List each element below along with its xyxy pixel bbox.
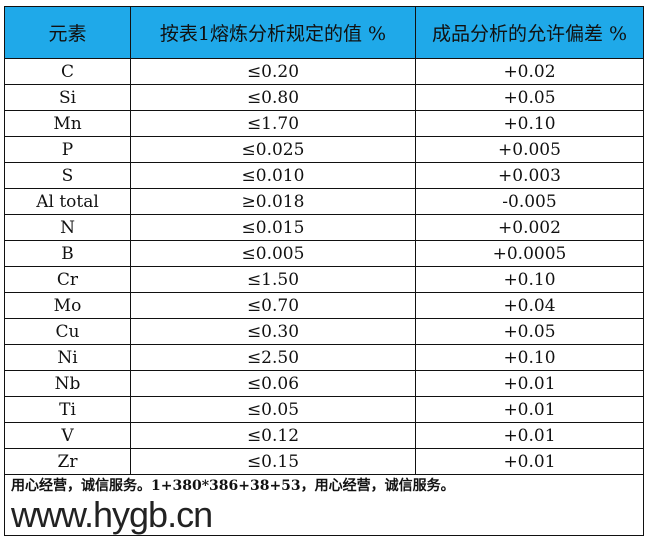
cell-tolerance: +0.04 — [415, 292, 644, 319]
header-melt-value: 按表1熔炼分析规定的值 % — [130, 6, 416, 59]
cell-tolerance: +0.01 — [415, 448, 644, 475]
cell-melt-value: ≤1.70 — [130, 110, 416, 137]
cell-element: Mo — [4, 292, 131, 319]
cell-melt-value: ≤0.70 — [130, 292, 416, 319]
element-tolerance-table: 元素 按表1熔炼分析规定的值 % 成品分析的允许偏差 % C ≤0.20 +0.02… — [4, 6, 644, 536]
cell-element: Ni — [4, 344, 131, 371]
cell-melt-value: ≤0.30 — [130, 318, 416, 345]
cell-tolerance: +0.01 — [415, 370, 644, 397]
table-row: Cr ≤1.50 +0.10 — [4, 266, 644, 293]
table-row: N ≤0.015 +0.002 — [4, 214, 644, 241]
cell-element: Si — [4, 84, 131, 111]
cell-element: N — [4, 214, 131, 241]
table-row: Zr ≤0.15 +0.01 — [4, 448, 644, 475]
header-tolerance: 成品分析的允许偏差 % — [415, 6, 644, 59]
cell-tolerance: +0.10 — [415, 344, 644, 371]
cell-tolerance: +0.05 — [415, 84, 644, 111]
cell-tolerance: -0.005 — [415, 188, 644, 215]
cell-element: Al total — [4, 188, 131, 215]
cell-melt-value: ≥0.018 — [130, 188, 416, 215]
cell-melt-value: ≤1.50 — [130, 266, 416, 293]
table-row: Ni ≤2.50 +0.10 — [4, 344, 644, 371]
cell-tolerance: +0.10 — [415, 266, 644, 293]
cell-tolerance: +0.05 — [415, 318, 644, 345]
cell-element: Cr — [4, 266, 131, 293]
watermark: www.hygb.cn — [11, 494, 213, 535]
cell-element: S — [4, 162, 131, 189]
header-row: 元素 按表1熔炼分析规定的值 % 成品分析的允许偏差 % — [4, 6, 644, 59]
table-row: Si ≤0.80 +0.05 — [4, 84, 644, 111]
cell-element: Ti — [4, 396, 131, 423]
cell-element: Cu — [4, 318, 131, 345]
cell-melt-value: ≤0.15 — [130, 448, 416, 475]
cell-element: Mn — [4, 110, 131, 137]
table-row: V ≤0.12 +0.01 — [4, 422, 644, 449]
cell-element: B — [4, 240, 131, 267]
cell-element: Nb — [4, 370, 131, 397]
table-row: Mn ≤1.70 +0.10 — [4, 110, 644, 137]
cell-tolerance: +0.003 — [415, 162, 644, 189]
cell-tolerance: +0.02 — [415, 58, 644, 85]
table-row: Ti ≤0.05 +0.01 — [4, 396, 644, 423]
cell-tolerance: +0.002 — [415, 214, 644, 241]
cell-tolerance: +0.0005 — [415, 240, 644, 267]
footer-cell: 用心经营，诚信服务。1+380*386+38+53，用心经营，诚信服务。 www… — [4, 474, 644, 536]
cell-melt-value: ≤0.12 — [130, 422, 416, 449]
cell-element: P — [4, 136, 131, 163]
footer-row: 用心经营，诚信服务。1+380*386+38+53，用心经营，诚信服务。 www… — [4, 474, 644, 536]
table-row: P ≤0.025 +0.005 — [4, 136, 644, 163]
cell-melt-value: ≤0.80 — [130, 84, 416, 111]
table-row: Nb ≤0.06 +0.01 — [4, 370, 644, 397]
cell-melt-value: ≤0.05 — [130, 396, 416, 423]
cell-element: C — [4, 58, 131, 85]
table-row: Mo ≤0.70 +0.04 — [4, 292, 644, 319]
footer-content: 用心经营，诚信服务。1+380*386+38+53，用心经营，诚信服务。 www… — [11, 475, 637, 535]
table-row: Al total ≥0.018 -0.005 — [4, 188, 644, 215]
cell-tolerance: +0.005 — [415, 136, 644, 163]
cell-melt-value: ≤0.010 — [130, 162, 416, 189]
header-element: 元素 — [4, 6, 131, 59]
cell-element: V — [4, 422, 131, 449]
cell-melt-value: ≤0.015 — [130, 214, 416, 241]
table-row: Cu ≤0.30 +0.05 — [4, 318, 644, 345]
table-row: B ≤0.005 +0.0005 — [4, 240, 644, 267]
cell-melt-value: ≤0.025 — [130, 136, 416, 163]
cell-melt-value: ≤0.005 — [130, 240, 416, 267]
cell-melt-value: ≤2.50 — [130, 344, 416, 371]
cell-element: Zr — [4, 448, 131, 475]
cell-tolerance: +0.01 — [415, 422, 644, 449]
cell-tolerance: +0.01 — [415, 396, 644, 423]
footer-text: 用心经营，诚信服务。1+380*386+38+53，用心经营，诚信服务。 — [11, 478, 455, 494]
table-row: C ≤0.20 +0.02 — [4, 58, 644, 85]
cell-tolerance: +0.10 — [415, 110, 644, 137]
cell-melt-value: ≤0.06 — [130, 370, 416, 397]
table-row: S ≤0.010 +0.003 — [4, 162, 644, 189]
cell-melt-value: ≤0.20 — [130, 58, 416, 85]
